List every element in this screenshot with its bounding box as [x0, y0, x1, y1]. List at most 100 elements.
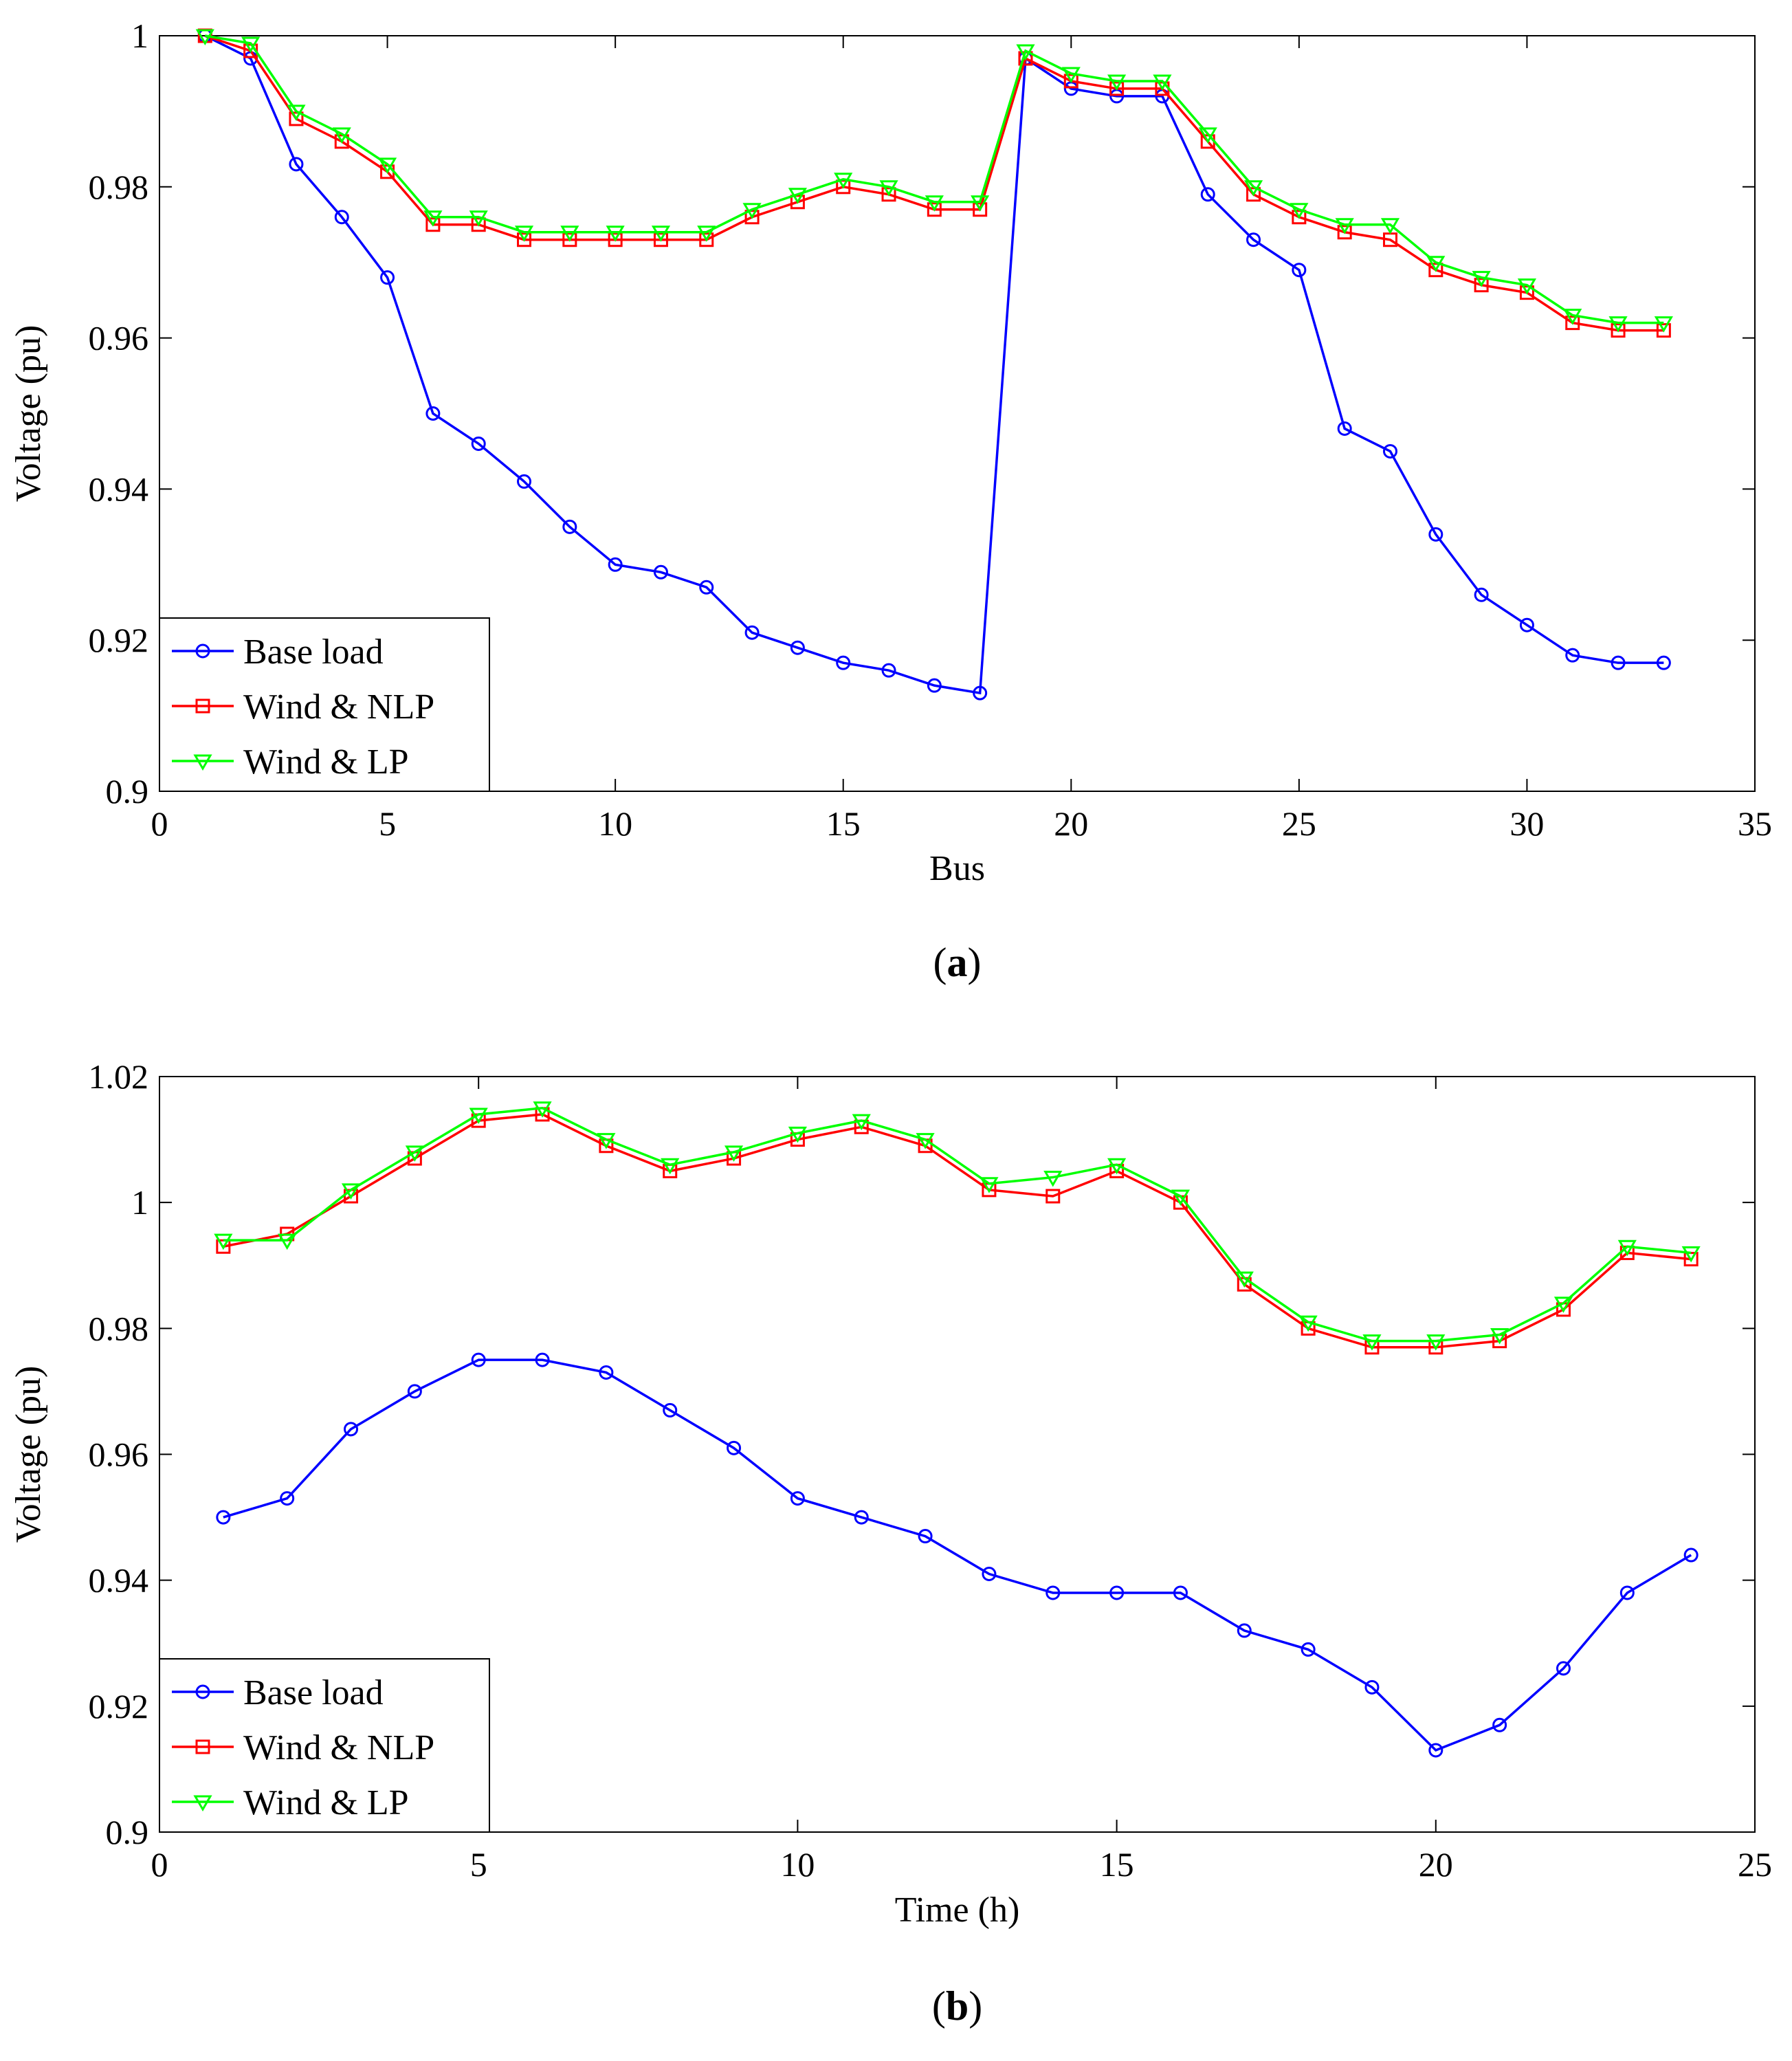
data-point [1063, 74, 1078, 89]
data-point [1061, 67, 1081, 83]
data-point [562, 232, 577, 247]
legend-box [159, 1658, 490, 1833]
data-point [423, 210, 443, 227]
data-point [1198, 127, 1217, 144]
data-point [1681, 1246, 1701, 1263]
y-tick-label: 0.96 [89, 1435, 149, 1474]
data-point [469, 1107, 488, 1124]
x-tick-label: 0 [151, 1845, 168, 1884]
data-point [407, 1384, 422, 1399]
data-point [1337, 421, 1352, 436]
data-point [606, 225, 625, 242]
data-point [663, 1402, 678, 1418]
data-point [1472, 271, 1491, 287]
data-point [1474, 587, 1489, 602]
y-tick-label: 0.98 [89, 1309, 149, 1347]
data-point [1490, 1327, 1509, 1345]
legend-label: Wind & NLP [243, 687, 434, 727]
data-point [973, 202, 988, 217]
data-point [1237, 1623, 1252, 1638]
data-point [608, 232, 623, 247]
data-point [836, 655, 851, 670]
data-point [608, 557, 623, 572]
data-point [925, 195, 944, 212]
data-point [1617, 1239, 1637, 1257]
data-point [790, 195, 805, 210]
data-point [744, 210, 760, 225]
x-tick-label: 10 [780, 1845, 815, 1884]
data-point [1517, 278, 1537, 295]
data-point [287, 104, 306, 121]
data-point [1246, 187, 1261, 202]
data-point [425, 217, 441, 232]
y-tick-label: 1 [131, 16, 148, 55]
data-point [471, 217, 486, 232]
data-point [653, 232, 668, 247]
y-axis-label: Voltage (pu) [9, 1366, 48, 1543]
data-point [834, 173, 853, 189]
data-point [1656, 655, 1671, 670]
x-tick-label: 25 [1282, 804, 1316, 843]
y-tick-label: 0.9 [106, 1813, 149, 1851]
series-line [205, 34, 1664, 324]
x-tick-label: 15 [1100, 1845, 1134, 1884]
data-point [195, 1684, 210, 1699]
x-tick-label: 15 [826, 804, 861, 843]
data-point [1519, 617, 1534, 632]
data-point [1364, 1679, 1380, 1695]
data-point [1109, 1585, 1125, 1600]
series-wind-nlp [216, 1107, 1699, 1355]
data-point [1428, 527, 1443, 542]
data-point [1246, 232, 1261, 247]
data-point [216, 1510, 231, 1525]
data-point [341, 1183, 361, 1200]
data-point [788, 188, 808, 204]
data-point [790, 640, 805, 655]
data-point [651, 225, 671, 242]
data-point [661, 1158, 680, 1175]
data-point [1046, 1189, 1061, 1204]
chart-b: 0 5 10 15 20 25 0.9 0.92 0.94 0.96 0.98 1 1.02 Time (… [9, 1057, 1772, 2029]
legend: Base load Wind & NLP Wind & LP [159, 1658, 490, 1833]
data-point [425, 406, 441, 421]
data-point [1337, 225, 1352, 240]
data-point [1292, 210, 1307, 225]
series-wind-lp [195, 29, 1673, 333]
data-point [699, 232, 714, 247]
x-tick-label: 5 [379, 804, 396, 843]
data-point [1683, 1252, 1699, 1267]
data-point [1173, 1585, 1188, 1600]
data-point [195, 1739, 210, 1754]
legend-box [159, 617, 490, 792]
data-point [1428, 263, 1443, 278]
legend-label: Wind & NLP [243, 1728, 434, 1767]
y-tick-label: 1 [131, 1183, 148, 1222]
data-point [971, 195, 990, 212]
data-point [1426, 256, 1446, 272]
data-point [697, 225, 716, 242]
x-tick-label: 30 [1509, 804, 1544, 843]
x-tick-label: 20 [1054, 804, 1088, 843]
y-tick-label: 0.92 [89, 621, 149, 659]
chart-a: 0 5 10 15 20 25 30 35 0.9 0.92 0.94 0.96 0.98 1 Bus Vol… [9, 16, 1772, 985]
data-point [1565, 648, 1580, 663]
data-point [980, 1177, 999, 1193]
data-point [788, 1126, 808, 1143]
data-point [653, 564, 668, 580]
data-point [1107, 1158, 1127, 1175]
series-line [223, 1113, 1692, 1349]
data-point [278, 1233, 297, 1250]
data-point [836, 179, 851, 195]
data-point [599, 1365, 614, 1380]
data-point [344, 1422, 359, 1437]
data-point [742, 203, 762, 219]
data-point [241, 36, 261, 53]
x-axis-label: Time (h) [895, 1891, 1020, 1930]
series-line [204, 34, 1664, 695]
data-point [1426, 1334, 1446, 1351]
data-point [214, 1233, 233, 1250]
data-point [1301, 1642, 1316, 1657]
series-wind-nlp [197, 28, 1671, 338]
data-point [1298, 1315, 1318, 1332]
